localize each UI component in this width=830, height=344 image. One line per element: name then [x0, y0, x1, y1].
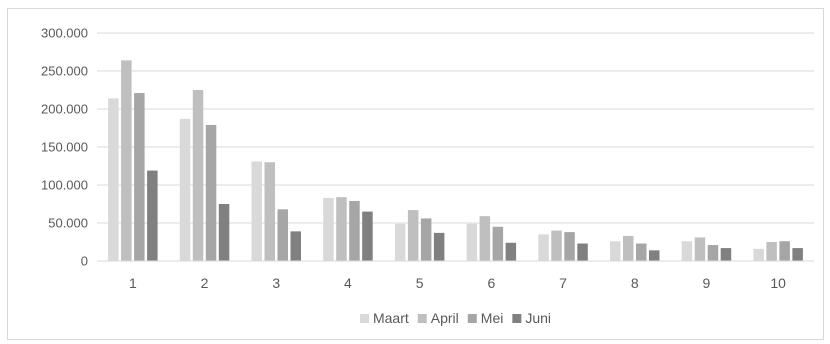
x-tick-label: 8 — [631, 275, 639, 291]
bar-april-6 — [479, 216, 491, 261]
bar-maart-8 — [610, 241, 621, 261]
x-tick-label: 6 — [487, 275, 495, 291]
bar-mei-8 — [636, 243, 647, 261]
bar-juni-9 — [720, 248, 732, 261]
legend-swatch — [467, 314, 477, 323]
bar-mei-2 — [205, 124, 217, 262]
bar-juni-6 — [505, 242, 517, 261]
bar-april-4 — [336, 197, 347, 261]
legend-label: Mei — [481, 310, 504, 326]
bar-maart-10 — [753, 248, 764, 261]
bar-juni-3 — [290, 231, 301, 261]
bar-maart-3 — [251, 161, 262, 261]
bar-mei-4 — [349, 200, 360, 261]
x-tick-label: 9 — [703, 275, 711, 291]
legend-item-mei: Mei — [467, 310, 504, 326]
legend-label: Maart — [373, 310, 409, 326]
bar-april-1 — [121, 60, 132, 261]
legend-swatch — [512, 314, 522, 323]
bar-mei-1 — [134, 93, 145, 261]
bar-april-2 — [192, 90, 204, 261]
y-tick-label: 100.000 — [41, 178, 88, 193]
y-tick-label: 200.000 — [41, 102, 88, 117]
x-axis-tick-labels: 1 2 3 4 5 6 7 8 9 10 — [129, 275, 786, 291]
legend-swatch — [417, 314, 427, 323]
y-axis-tick-labels: 0 50.000 100.000 150.000 200.000 250.000 300.0… — [41, 26, 88, 269]
x-tick-label: 1 — [129, 275, 137, 291]
bar-april-10 — [766, 242, 777, 261]
legend-swatch — [359, 314, 369, 323]
y-tick-label: 50.000 — [48, 216, 88, 231]
bar-mei-6 — [492, 226, 504, 261]
bar-april-9 — [694, 237, 706, 261]
x-tick-label: 2 — [201, 275, 209, 291]
bar-maart-4 — [323, 197, 334, 261]
bar-juni-7 — [577, 243, 588, 261]
bar-april-5 — [407, 210, 419, 261]
bar-maart-9 — [681, 241, 693, 261]
gridlines — [97, 32, 814, 224]
bar-april-8 — [623, 235, 634, 261]
chart-container: 0 50.000 100.000 150.000 200.000 250.000 300.0… — [7, 8, 824, 340]
legend-item-maart: Maart — [359, 310, 409, 326]
bar-maart-7 — [538, 234, 549, 261]
bar-april-7 — [551, 230, 562, 261]
bar-maart-2 — [179, 118, 191, 261]
x-tick-label: 5 — [416, 275, 424, 291]
bar-juni-4 — [362, 211, 373, 261]
legend: Maart April Mei Juni — [359, 310, 551, 326]
y-tick-label: 300.000 — [41, 26, 88, 41]
bar-juni-10 — [792, 248, 803, 261]
x-tick-label: 3 — [272, 275, 280, 291]
bar-maart-1 — [108, 98, 119, 261]
bar-april-3 — [264, 162, 275, 261]
legend-item-juni: Juni — [512, 310, 551, 326]
bar-chart: 0 50.000 100.000 150.000 200.000 250.000 300.0… — [41, 26, 814, 326]
bar-juni-5 — [433, 232, 445, 261]
bar-mei-10 — [779, 241, 790, 261]
bar-mei-9 — [707, 245, 719, 261]
legend-label: Juni — [525, 310, 551, 326]
y-tick-label: 150.000 — [41, 140, 88, 155]
bar-maart-5 — [394, 223, 406, 261]
x-tick-label: 7 — [559, 275, 567, 291]
bar-maart-6 — [466, 223, 478, 261]
legend-label: April — [431, 310, 459, 326]
y-tick-label: 250.000 — [41, 64, 88, 79]
legend-item-april: April — [417, 310, 459, 326]
bar-mei-7 — [564, 232, 575, 261]
bar-mei-3 — [277, 209, 288, 261]
y-tick-label: 0 — [81, 254, 88, 269]
x-tick-label: 10 — [770, 275, 786, 291]
bars — [108, 60, 803, 262]
bar-juni-1 — [147, 170, 158, 261]
bar-mei-5 — [420, 218, 432, 261]
bar-juni-2 — [218, 204, 230, 261]
bar-juni-8 — [649, 250, 660, 261]
x-tick-label: 4 — [344, 275, 352, 291]
